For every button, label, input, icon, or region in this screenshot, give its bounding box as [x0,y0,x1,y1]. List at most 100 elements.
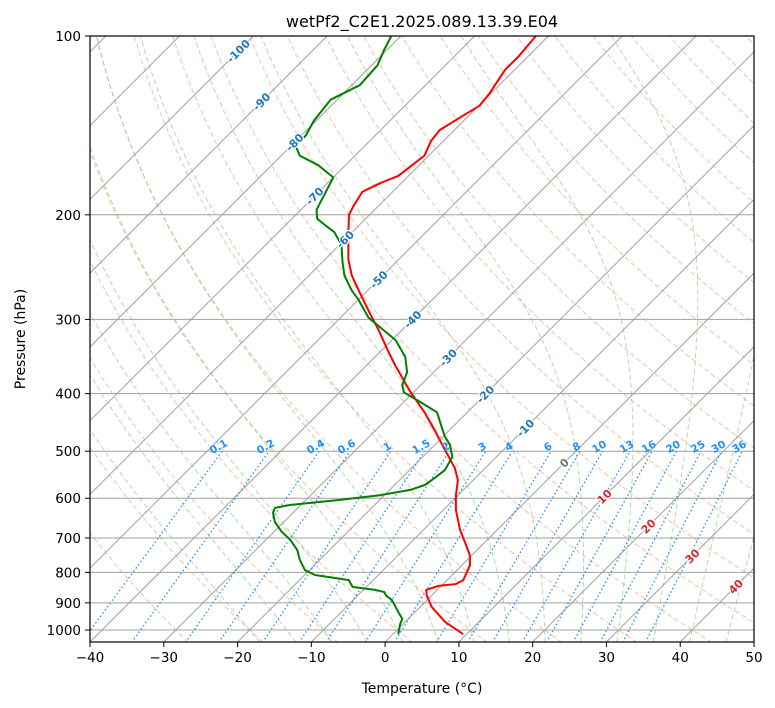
mixing-ratio-label: 6 [542,440,554,454]
y-tick-label: 900 [55,596,81,612]
mixing-ratio-label: 3 [476,440,488,454]
dry-adiabat [90,446,264,642]
mixing-ratio-line [545,450,653,642]
isotherm-label: -10 [514,416,537,439]
dry-adiabat [90,259,413,642]
isotherm-line [458,346,754,642]
x-tick-label: 30 [598,650,615,666]
moist-adiabat [96,36,439,642]
x-tick-label: 40 [672,650,689,666]
isotherm-line [605,493,754,642]
y-tick-label: 100 [55,29,81,45]
mixing-ratio-label: 0.2 [255,437,277,457]
axes: −40 −30 −20 −10 0 10 20 30 40 5010020030040050060… [47,29,763,666]
y-tick-label: 200 [55,208,81,224]
dry-adiabat [95,36,563,642]
x-tick-label: 0 [381,650,390,666]
y-axis-label: Pressure (hPa) [13,289,29,389]
isotherm-line [90,36,328,274]
mixing-ratio-line [435,450,552,642]
dry-adiabat [324,36,754,492]
mixing-ratio-line [393,450,513,642]
isotherm-line [236,124,754,642]
dry-adiabat [592,36,754,204]
y-tick-label: 1000 [47,623,81,639]
isotherm-line [531,419,754,642]
mixing-ratio-line [491,450,604,642]
dry-adiabat [516,36,754,284]
background-lines [90,36,754,642]
mixing-ratio-label: 25 [689,438,708,456]
y-tick-label: 500 [55,444,81,460]
mixing-ratio-label: 4 [503,440,515,454]
dry-adiabat [210,36,754,624]
x-tick-label: −20 [223,650,252,666]
mixing-ratio-line [218,450,351,642]
profile-lines [272,36,537,635]
x-tick-label: −10 [297,650,326,666]
mixing-ratio-line [262,450,392,642]
mixing-ratio-label: 20 [664,438,683,456]
dry-adiabat [745,36,754,46]
dry-adiabat [90,149,488,642]
x-tick-label: −40 [76,650,105,666]
moist-adiabat [90,428,260,642]
isotherm-line [384,272,754,642]
moist-adiabat [610,36,699,642]
plot-frame [89,35,755,643]
dry-adiabat [668,36,754,125]
mixing-ratio-line [521,450,631,642]
y-tick-label: 300 [55,312,81,328]
mixing-ratio-label: 16 [640,438,659,456]
x-tick-label: 50 [745,650,762,666]
mixing-ratio-label: 10 [590,438,609,456]
mixing-ratio-line [467,450,581,642]
mixing-ratio-line [90,450,223,632]
dry-adiabat [439,36,754,366]
isotherm-label: -100 [224,37,253,66]
mixing-ratio-line [184,450,320,642]
y-tick-label: 400 [55,387,81,403]
x-tick-label: 20 [524,650,541,666]
mixing-ratio-label: 30 [709,438,728,456]
isotherm-line [163,51,754,642]
moist-adiabat [90,238,368,642]
moist-adiabat [346,36,584,642]
moist-adiabat [139,36,475,642]
dewpoint-line [272,36,454,635]
moist-adiabat [260,36,546,642]
isotherm-line [90,36,549,496]
moist-adiabat [90,145,404,642]
mixing-ratio-line [298,450,426,642]
mixing-ratio-line [364,450,487,642]
moist-adiabat [725,534,754,642]
dry-adiabat [554,36,754,244]
isotherm-line [90,36,623,569]
x-tick-label: −30 [150,650,179,666]
y-tick-label: 800 [55,565,81,581]
dry-adiabat [363,36,754,449]
y-tick-label: 600 [55,491,81,507]
isotherm-line [90,36,254,201]
dry-adiabat [248,36,754,579]
isotherm-label: -90 [250,90,273,113]
mixing-ratio-line [131,450,270,642]
dry-adiabat [133,36,638,642]
moist-adiabat [193,36,510,642]
y-tick-label: 700 [55,531,81,547]
mixing-ratio-line [599,450,702,642]
isotherm-label: -70 [303,185,326,208]
dry-adiabat [172,36,713,642]
mixing-ratio-label: 0.4 [305,437,327,457]
mixing-ratio-label: 0.6 [336,437,358,457]
dry-adiabat [707,36,754,85]
moist-adiabat [689,353,754,642]
isotherm-line [90,36,402,348]
dry-adiabat [90,356,339,642]
x-tick-label: 10 [450,650,467,666]
isotherm-line [90,36,697,642]
moist-adiabat [90,373,297,642]
chart-title: wetPf2_C2E1.2025.089.13.39.E04 [286,12,558,32]
x-axis-label: Temperature (°C) [361,681,483,697]
